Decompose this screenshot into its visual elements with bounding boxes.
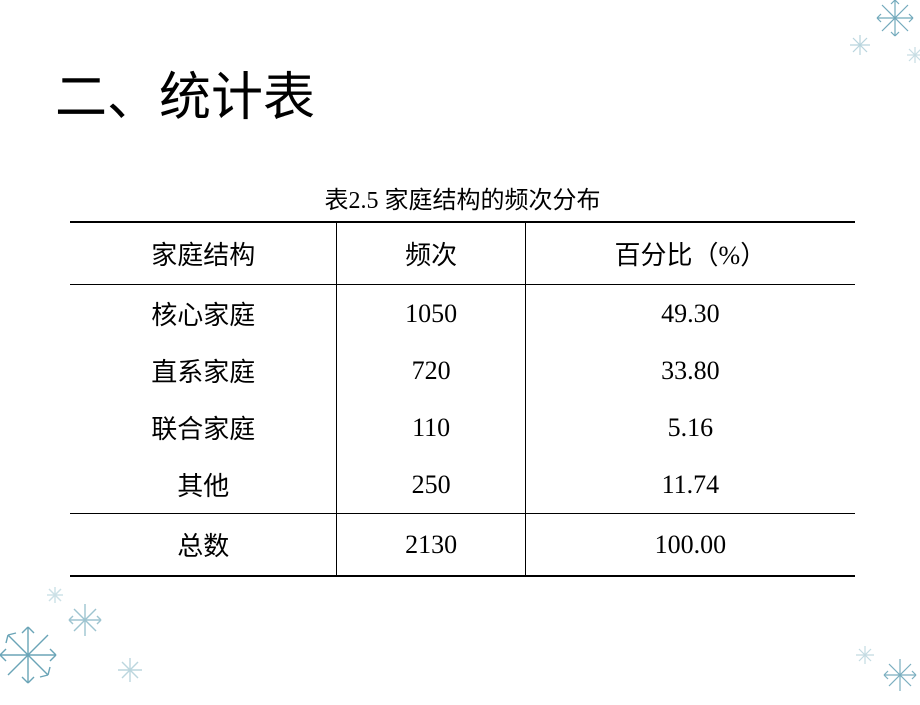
statistics-table-container: 表2.5 家庭结构的频次分布 家庭结构 频次 百分比（%） 核心家庭 1050 … bbox=[70, 180, 855, 577]
table-row: 联合家庭 110 5.16 bbox=[70, 399, 855, 456]
cell-percentage: 33.80 bbox=[525, 342, 855, 399]
cell-percentage: 5.16 bbox=[525, 399, 855, 456]
table-footer-row: 总数 2130 100.00 bbox=[70, 514, 855, 577]
table-row: 其他 250 11.74 bbox=[70, 456, 855, 514]
footer-frequency: 2130 bbox=[337, 514, 525, 577]
cell-structure: 其他 bbox=[70, 456, 337, 514]
cell-percentage: 11.74 bbox=[525, 456, 855, 514]
cell-percentage: 49.30 bbox=[525, 285, 855, 343]
column-header-frequency: 频次 bbox=[337, 222, 525, 285]
cell-structure: 直系家庭 bbox=[70, 342, 337, 399]
footer-percentage: 100.00 bbox=[525, 514, 855, 577]
slide-title: 二、统计表 bbox=[55, 55, 315, 130]
statistics-table: 家庭结构 频次 百分比（%） 核心家庭 1050 49.30 直系家庭 720 … bbox=[70, 221, 855, 577]
snowflake-decoration-bottom-left bbox=[0, 570, 170, 700]
table-header-row: 家庭结构 频次 百分比（%） bbox=[70, 222, 855, 285]
snowflake-decoration-top-right bbox=[810, 0, 920, 90]
cell-structure: 联合家庭 bbox=[70, 399, 337, 456]
cell-frequency: 1050 bbox=[337, 285, 525, 343]
cell-structure: 核心家庭 bbox=[70, 285, 337, 343]
cell-frequency: 250 bbox=[337, 456, 525, 514]
table-caption: 表2.5 家庭结构的频次分布 bbox=[70, 180, 855, 215]
cell-frequency: 110 bbox=[337, 399, 525, 456]
snowflake-decoration-bottom-right bbox=[830, 620, 920, 700]
column-header-percentage: 百分比（%） bbox=[525, 222, 855, 285]
cell-frequency: 720 bbox=[337, 342, 525, 399]
column-header-structure: 家庭结构 bbox=[70, 222, 337, 285]
table-row: 核心家庭 1050 49.30 bbox=[70, 285, 855, 343]
table-row: 直系家庭 720 33.80 bbox=[70, 342, 855, 399]
footer-label: 总数 bbox=[70, 514, 337, 577]
